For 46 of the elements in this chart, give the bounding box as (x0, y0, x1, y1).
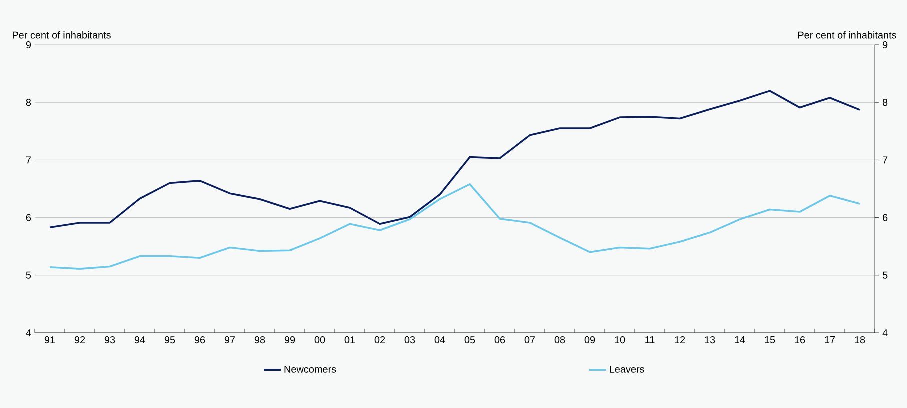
x-tick-label: 07 (524, 336, 536, 344)
y-tick-label: 6 (883, 214, 888, 222)
y2-tick-label: 9 (26, 41, 32, 49)
legend-label: Newcomers (284, 366, 336, 373)
x-tick-label: 11 (646, 336, 655, 344)
x-tick-label: 15 (765, 336, 776, 344)
x-tick-label: 04 (434, 336, 446, 344)
text: Per cent of inhabitants (798, 31, 896, 39)
x-tick-label: 05 (464, 336, 476, 344)
x-tick-label: 97 (224, 336, 236, 344)
x-tick-label: 12 (675, 336, 686, 344)
legend-label: Leavers (610, 366, 644, 373)
x-tick-label: 14 (735, 336, 746, 344)
x-tick-label: 17 (825, 336, 836, 344)
y-tick-label: 5 (882, 272, 888, 279)
x-tick-label: 91 (44, 336, 56, 344)
x-tick-label: 09 (584, 336, 596, 344)
x-tick-label: 93 (104, 336, 116, 344)
x-tick-label: 18 (855, 336, 866, 344)
y-tick-label: 7 (883, 156, 888, 164)
x-tick-label: 16 (795, 336, 806, 344)
x-tick-label: 13 (705, 336, 716, 344)
x-tick-label: 00 (314, 336, 326, 344)
x-tick-label: 10 (615, 336, 626, 344)
x-tick-label: 95 (164, 336, 176, 344)
x-tick-label: 98 (254, 336, 266, 344)
y-tick-label: 4 (882, 330, 888, 336)
x-tick-label: 99 (284, 336, 296, 344)
y2-tick-label: 5 (26, 272, 32, 279)
text: Per cent of inhabitants (13, 31, 111, 39)
y2-tick-label: 6 (26, 214, 32, 222)
x-tick-label: 01 (344, 336, 356, 344)
y2-tick-label: 7 (26, 156, 31, 164)
y2-tick-label: 8 (26, 99, 32, 106)
line-series (49, 90, 861, 228)
x-tick-label: 96 (194, 336, 206, 344)
x-tick-label: 94 (134, 336, 146, 344)
x-tick-label: 06 (494, 336, 506, 344)
y2-tick-label: 4 (26, 330, 32, 336)
x-tick-label: 03 (404, 336, 416, 344)
x-tick-label: 02 (374, 336, 386, 344)
line-series (49, 183, 861, 270)
x-tick-label: 92 (74, 336, 86, 344)
y-tick-label: 8 (882, 99, 888, 106)
y-tick-label: 9 (883, 41, 888, 49)
x-tick-label: 08 (554, 336, 566, 344)
